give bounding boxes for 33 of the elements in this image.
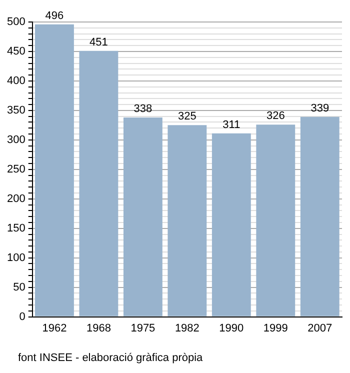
bar [35, 24, 74, 316]
data-label: 339 [310, 102, 330, 114]
data-label: 311 [222, 118, 240, 131]
bar [168, 125, 207, 316]
bar [123, 118, 162, 316]
y-tick-label: 0 [19, 310, 26, 323]
y-tick-label: 100 [6, 252, 26, 264]
y-tick-label: 300 [6, 134, 26, 146]
bar [79, 50, 118, 316]
text: font INSEE - elaboració gràfica pròpia [18, 352, 203, 364]
y-tick-label: 50 [13, 281, 26, 294]
x-tick-label: 1962 [42, 322, 67, 334]
y-tick-label: 250 [6, 163, 26, 176]
x-tick-label: 1968 [86, 322, 111, 334]
bar [212, 133, 251, 316]
data-label: 451 [90, 36, 108, 48]
data-label: 326 [266, 110, 285, 122]
data-label: 325 [178, 110, 196, 123]
x-tick-label: 1982 [174, 322, 200, 334]
bar [256, 124, 296, 316]
y-tick-label: 400 [6, 74, 26, 87]
bar [300, 116, 340, 316]
y-tick-label: 500 [6, 16, 26, 28]
x-tick-label: 1975 [130, 322, 156, 334]
data-label: 496 [45, 10, 64, 22]
data-label: 338 [134, 103, 152, 116]
y-tick-label: 200 [6, 192, 26, 205]
x-tick-label: 2007 [308, 322, 332, 334]
x-tick-label: 1990 [219, 322, 244, 334]
y-tick-label: 150 [6, 222, 26, 234]
y-tick-label: 350 [6, 104, 26, 116]
x-tick-label: 1999 [263, 322, 288, 334]
y-tick-label: 450 [6, 46, 26, 58]
